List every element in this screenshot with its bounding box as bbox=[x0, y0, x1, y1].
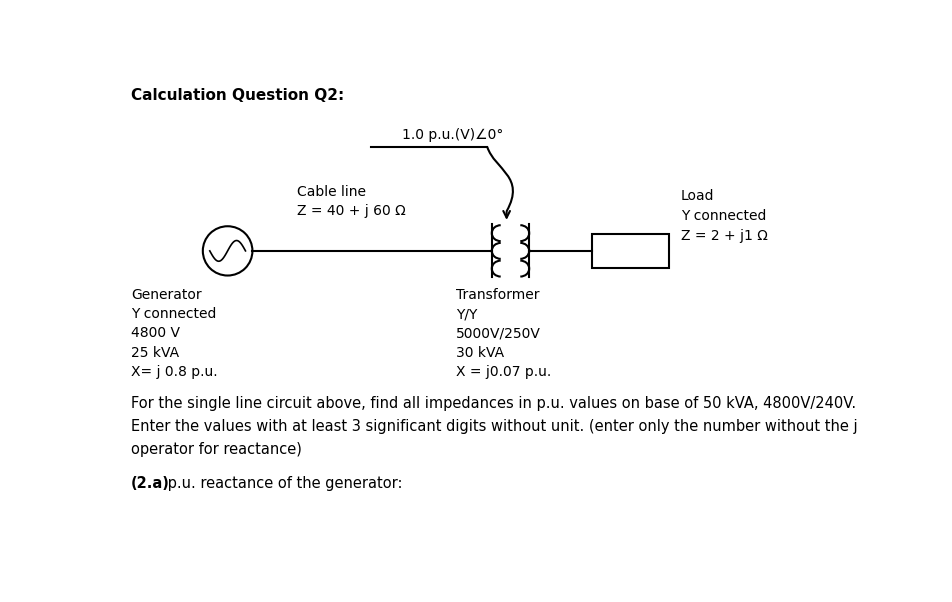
Text: 25 kVA: 25 kVA bbox=[130, 346, 179, 359]
Text: For the single line circuit above, find all impedances in p.u. values on base of: For the single line circuit above, find … bbox=[130, 396, 855, 411]
Text: X = j0.07 p.u.: X = j0.07 p.u. bbox=[456, 365, 551, 379]
Text: Z = 2 + j1 Ω: Z = 2 + j1 Ω bbox=[681, 229, 767, 243]
Text: Enter the values with at least 3 significant digits without unit. (enter only th: Enter the values with at least 3 signifi… bbox=[130, 419, 857, 433]
Text: Load: Load bbox=[681, 189, 714, 203]
Text: Calculation Question Q2:: Calculation Question Q2: bbox=[130, 88, 344, 102]
Text: Y/Y: Y/Y bbox=[456, 307, 477, 321]
Text: Generator: Generator bbox=[130, 288, 201, 302]
Text: 5000V/250V: 5000V/250V bbox=[456, 326, 541, 340]
Text: p.u. reactance of the generator:: p.u. reactance of the generator: bbox=[163, 476, 402, 491]
Text: (2.a): (2.a) bbox=[130, 476, 169, 491]
Text: 4800 V: 4800 V bbox=[130, 326, 180, 340]
Text: Y connected: Y connected bbox=[130, 307, 216, 321]
Text: Transformer: Transformer bbox=[456, 288, 539, 302]
Bar bbox=[591, 234, 668, 268]
Text: Cable line: Cable line bbox=[297, 185, 366, 199]
Text: Z = 40 + j 60 Ω: Z = 40 + j 60 Ω bbox=[297, 203, 406, 218]
Text: operator for reactance): operator for reactance) bbox=[130, 442, 302, 457]
Text: X= j 0.8 p.u.: X= j 0.8 p.u. bbox=[130, 365, 217, 379]
Text: 1.0 p.u.(V)∠0°: 1.0 p.u.(V)∠0° bbox=[402, 128, 503, 142]
Text: 30 kVA: 30 kVA bbox=[456, 346, 504, 359]
Text: Y connected: Y connected bbox=[681, 209, 765, 223]
